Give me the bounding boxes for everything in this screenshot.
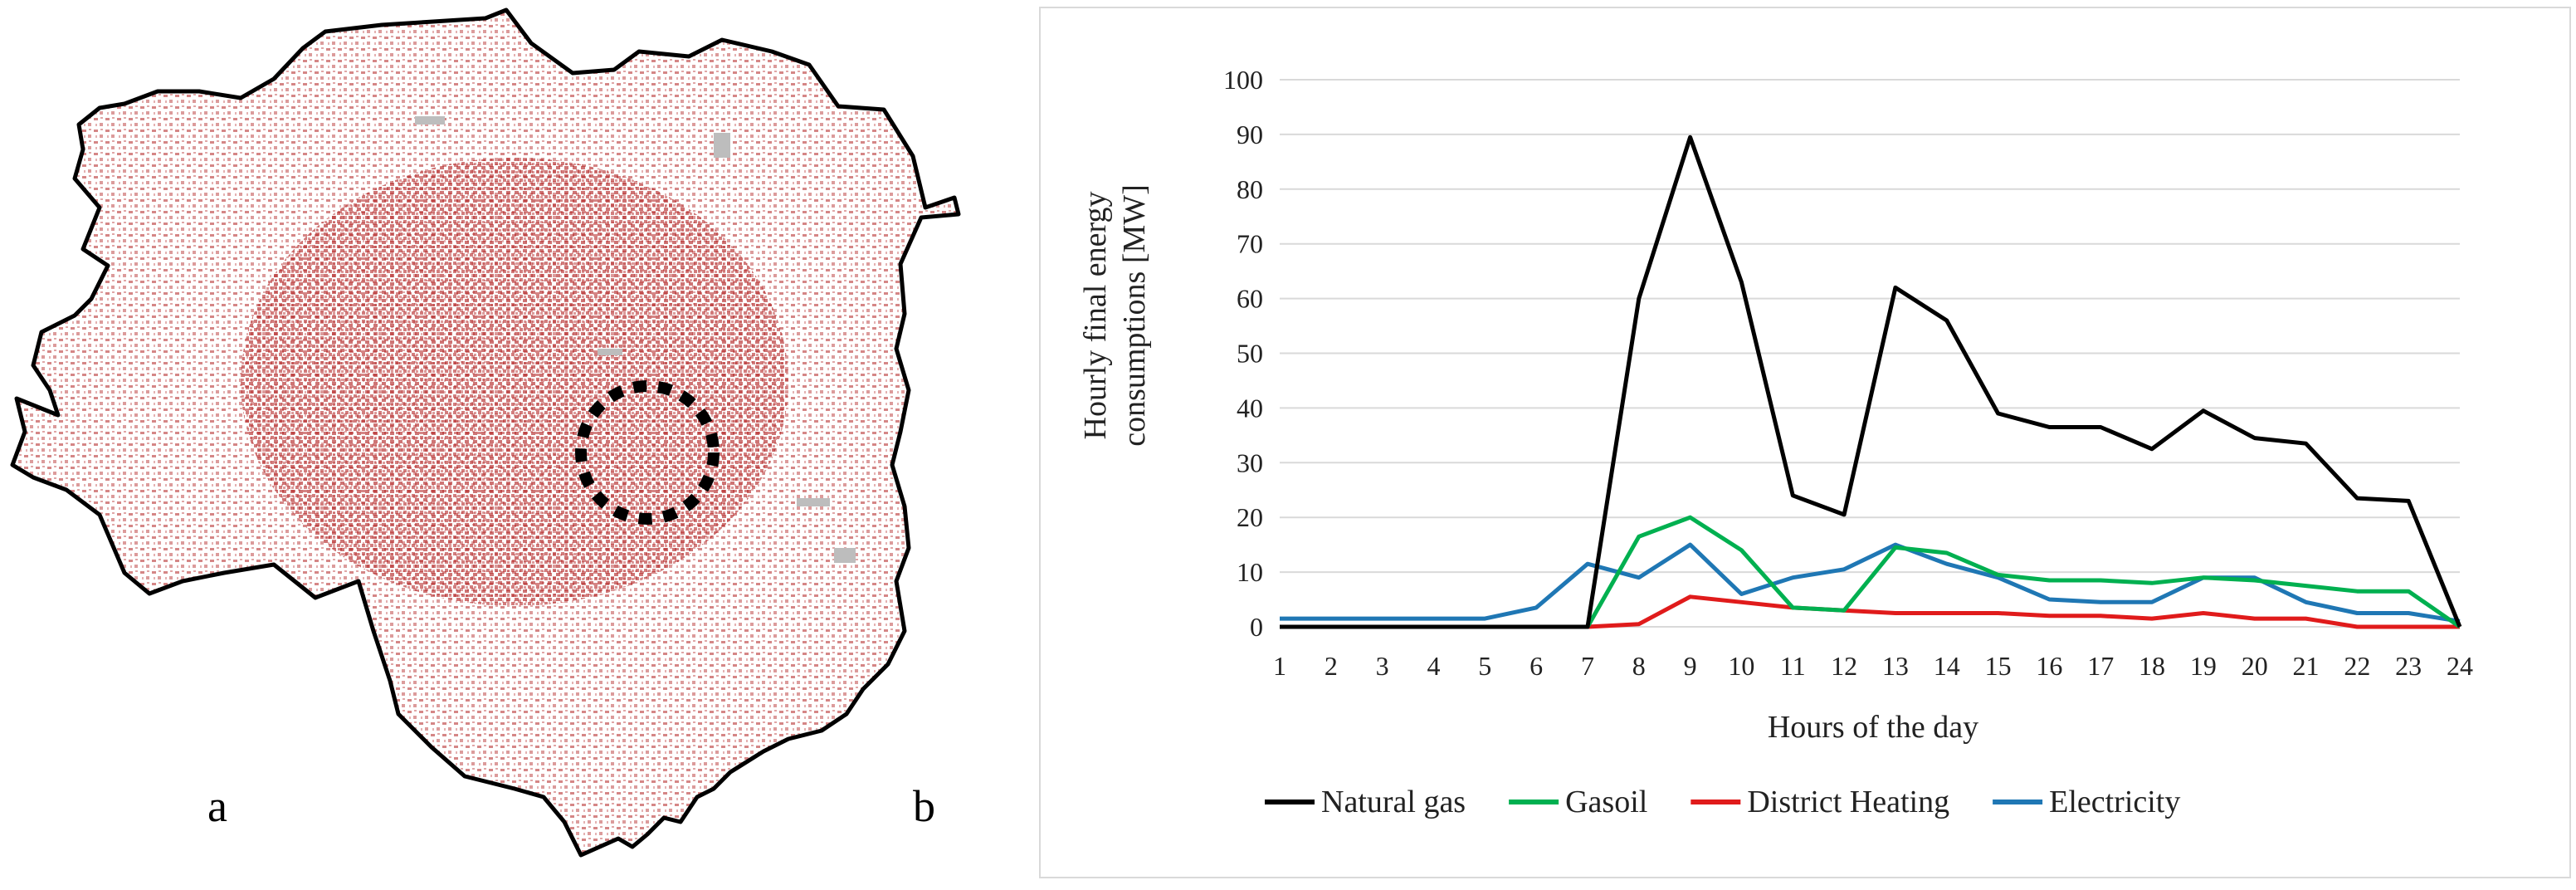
grid-layer: [1280, 79, 2460, 628]
x-tick-label: 18: [2139, 651, 2165, 681]
dense-urban-area: [241, 158, 788, 606]
x-tick-label: 24: [2447, 651, 2473, 681]
x-tick-label: 12: [1831, 651, 1857, 681]
x-tick-label: 9: [1684, 651, 1697, 681]
map-panel: a b: [0, 0, 1021, 886]
y-tick-label: 60: [1237, 284, 1263, 314]
chart-panel: 0 10 20 30 40 50 60 70 80 90 100 1 2 3 4 5 6 7 8 9 10 11 12 13…: [1039, 7, 2571, 878]
panel-label-a: a: [207, 781, 227, 831]
x-tick-label: 23: [2395, 651, 2422, 681]
x-tick-label: 6: [1530, 651, 1543, 681]
y-tick-label: 10: [1237, 557, 1263, 587]
x-tick-label: 21: [2293, 651, 2320, 681]
y-axis-ticks: 0 10 20 30 40 50 60 70 80 90 100: [1223, 65, 1263, 642]
series-line-natural-gas: [1280, 134, 2462, 629]
y-tick-label: 100: [1223, 65, 1263, 95]
legend-label-gasoil: Gasoil: [1565, 785, 1647, 819]
x-tick-label: 16: [2036, 651, 2062, 681]
x-tick-label: 14: [1934, 651, 1960, 681]
x-tick-label: 1: [1273, 651, 1286, 681]
x-tick-label: 13: [1882, 651, 1909, 681]
legend: Natural gas Gasoil District Heating Electri…: [1265, 785, 2180, 819]
x-tick-label: 5: [1478, 651, 1491, 681]
legend-label-district-heating: District Heating: [1747, 785, 1949, 819]
y-tick-label: 80: [1237, 174, 1263, 204]
y-axis-label-line-1: Hourly final energy: [1078, 192, 1113, 440]
city-map: [10, 7, 961, 858]
x-tick-label: 3: [1376, 651, 1389, 681]
x-tick-label: 8: [1632, 651, 1646, 681]
historic-center-marker: [575, 380, 720, 525]
y-tick-label: 70: [1237, 229, 1263, 259]
series-layer: [1280, 134, 2462, 629]
legend-label-electricity: Electricity: [2049, 785, 2180, 819]
y-tick-label: 50: [1237, 339, 1263, 369]
y-tick-label: 90: [1237, 120, 1263, 149]
y-tick-label: 0: [1250, 612, 1263, 642]
x-tick-label: 10: [1728, 651, 1754, 681]
x-tick-label: 20: [2242, 651, 2268, 681]
x-tick-label: 2: [1325, 651, 1338, 681]
y-axis-label-line-2: consumptions [MW]: [1117, 184, 1152, 447]
x-tick-label: 7: [1581, 651, 1594, 681]
panel-label-b: b: [913, 781, 935, 831]
series-line-district-heating: [1280, 594, 2460, 629]
y-tick-label: 30: [1237, 447, 1263, 477]
y-tick-label: 40: [1237, 393, 1263, 423]
x-axis-ticks: 1 2 3 4 5 6 7 8 9 10 11 12 13 14 15 16 17 18 19 20 21 22 23 24: [1273, 651, 2473, 681]
legend-label-natural-gas: Natural gas: [1321, 785, 1466, 819]
x-axis-label: Hours of the day: [1768, 710, 1978, 745]
x-tick-label: 11: [1780, 651, 1806, 681]
x-tick-label: 4: [1427, 651, 1440, 681]
x-tick-label: 15: [1985, 651, 2012, 681]
x-tick-label: 22: [2344, 651, 2370, 681]
x-tick-label: 19: [2190, 651, 2217, 681]
y-tick-label: 20: [1237, 502, 1263, 532]
x-tick-label: 17: [2087, 651, 2114, 681]
